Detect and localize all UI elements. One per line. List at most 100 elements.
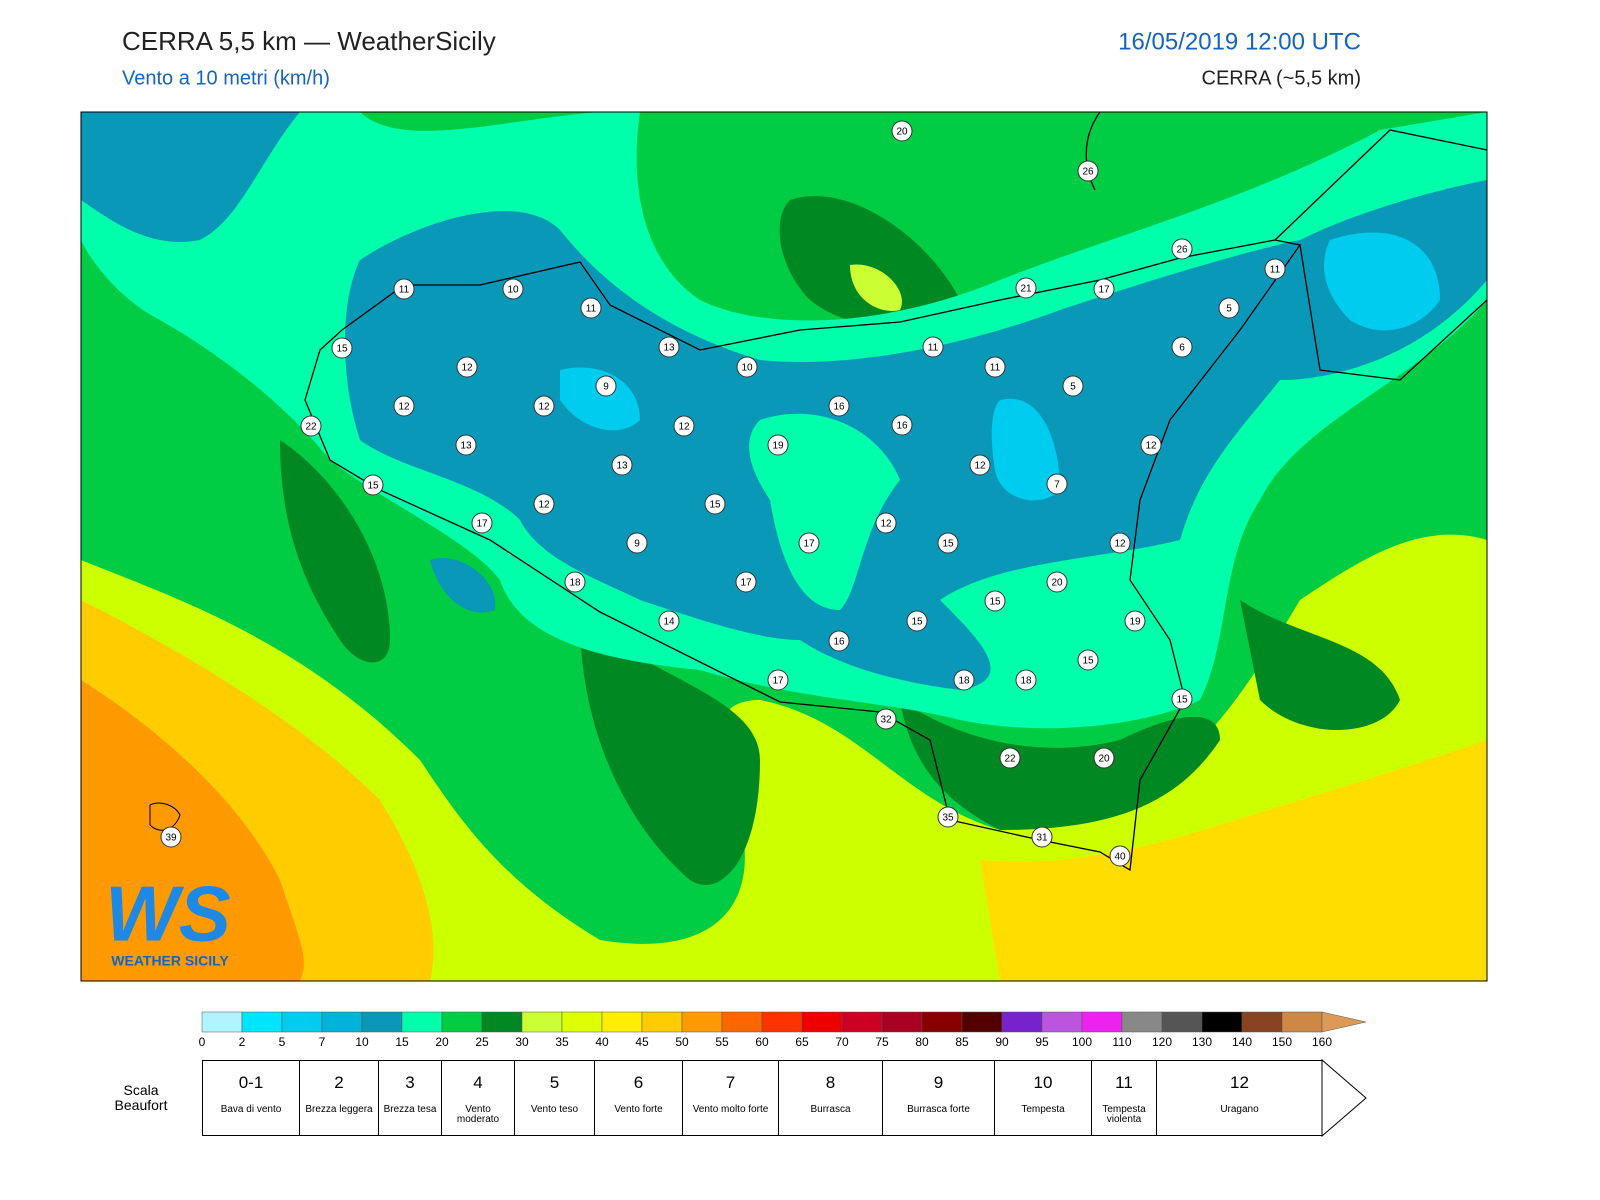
island (149, 802, 181, 831)
colorbar-tick-label: 2 (239, 1035, 246, 1049)
station-value: 20 (1051, 578, 1063, 589)
station-value: 12 (880, 519, 892, 530)
colorbar-tick-label: 120 (1152, 1035, 1172, 1049)
field (850, 264, 902, 311)
station-value: 13 (616, 461, 628, 472)
colorbar-cell (841, 1011, 883, 1033)
beaufort-level: 7 Vento molto forte (682, 1060, 778, 1136)
station-marker (580, 297, 602, 319)
beaufort-level: 3 Brezza tesa (378, 1060, 441, 1136)
beaufort-name: Burrasca (810, 1104, 851, 1115)
coastline (304, 239, 1302, 872)
station-value: 12 (538, 500, 550, 511)
station-marker (906, 610, 928, 632)
station-marker (1093, 278, 1115, 300)
station-marker (533, 395, 555, 417)
beaufort-name: Uragano (1220, 1104, 1259, 1115)
station-value: 13 (663, 343, 675, 354)
beaufort-level: 12 Uragano (1156, 1060, 1322, 1136)
station-marker (953, 669, 975, 691)
station-value: 12 (678, 422, 690, 433)
station-marker (1046, 473, 1068, 495)
station-marker (984, 590, 1006, 612)
beaufort-level: 11 Tempesta violenta (1091, 1060, 1156, 1136)
station-value: 15 (1176, 695, 1188, 706)
station-value: 5 (1070, 382, 1076, 393)
colorbar-cell (361, 1011, 403, 1033)
field (430, 558, 496, 613)
station-value: 18 (1020, 676, 1032, 687)
colorbar-tick-label: 20 (435, 1035, 449, 1049)
beaufort-force: 3 (405, 1073, 415, 1092)
station-value: 16 (833, 637, 845, 648)
station-marker (875, 512, 897, 534)
colorbar-tick-label: 15 (395, 1035, 409, 1049)
colorbar-tick-label: 0 (199, 1035, 206, 1049)
colorbar-tick-label: 130 (1192, 1035, 1212, 1049)
colorbar-tick-label: 55 (715, 1035, 729, 1049)
station-value: 6 (1179, 343, 1185, 354)
beaufort-name: Brezza leggera (305, 1104, 373, 1115)
beaufort-label-line: Scala (123, 1082, 158, 1098)
field (779, 196, 960, 327)
station-value: 20 (1098, 754, 1110, 765)
beaufort-force: 12 (1230, 1073, 1249, 1092)
colorbar-tick-label: 160 (1312, 1035, 1332, 1049)
station-value: 15 (989, 597, 1001, 608)
map (81, 112, 1487, 981)
colorbar-tick-label: 80 (915, 1035, 929, 1049)
colorbar-cell (721, 1011, 763, 1033)
station-marker (595, 375, 617, 397)
station-value: 17 (1098, 285, 1110, 296)
colorbar-cell (921, 1011, 963, 1033)
beaufort-name: Vento teso (530, 1104, 579, 1115)
field (749, 413, 900, 610)
beaufort-arrow (1321, 1058, 1367, 1138)
station-marker (1109, 845, 1131, 867)
station-marker (891, 120, 913, 142)
station-marker (626, 532, 648, 554)
station-marker (564, 571, 586, 593)
station-value: 40 (1114, 852, 1126, 863)
station-marker (1077, 649, 1099, 671)
station-value: 31 (1036, 833, 1048, 844)
beaufort-name: Tempesta violenta (1102, 1104, 1146, 1125)
station-value: 11 (1270, 265, 1281, 276)
station-marker (658, 336, 680, 358)
beaufort-level: 10 Tempesta (994, 1060, 1091, 1136)
station-value: 35 (942, 813, 954, 824)
colorbar-cell (681, 1011, 723, 1033)
field (560, 367, 640, 431)
station-marker (1171, 238, 1193, 260)
field (980, 740, 1487, 981)
station-value: 11 (586, 304, 597, 315)
logo-initials: WS (105, 870, 231, 958)
station-value: 26 (1082, 167, 1094, 178)
colorbar-cell (1041, 1011, 1083, 1033)
station-value: 17 (803, 539, 815, 550)
station-marker (828, 630, 850, 652)
colorbar-tick-label: 150 (1272, 1035, 1292, 1049)
station-value: 26 (1176, 245, 1188, 256)
station-marker (362, 474, 384, 496)
colorbar-cell (881, 1011, 923, 1033)
station-marker (767, 669, 789, 691)
colorbar-cell (961, 1011, 1003, 1033)
station-marker (1031, 826, 1053, 848)
station-value: 14 (663, 617, 675, 628)
map-frame (80, 111, 1488, 982)
station-marker (1109, 532, 1131, 554)
beaufort-name: Brezza tesa (383, 1104, 437, 1115)
station-value: 15 (911, 617, 923, 628)
beaufort-label: Scala Beaufort (115, 1082, 168, 1113)
station-marker (1015, 669, 1037, 691)
colorbar-cell (241, 1011, 283, 1033)
colorbar-tick-label: 7 (319, 1035, 326, 1049)
station-marker (875, 708, 897, 730)
station-marker (767, 434, 789, 456)
station-marker (331, 337, 353, 359)
station-value: 12 (461, 363, 473, 374)
station-value: 15 (942, 539, 954, 550)
station-marker (969, 454, 991, 476)
